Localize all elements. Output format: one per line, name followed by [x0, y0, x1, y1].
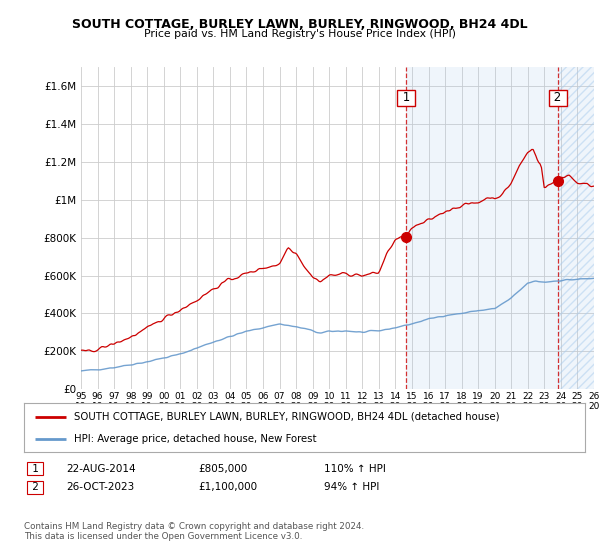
- Bar: [558, 67, 594, 389]
- Text: 1: 1: [29, 464, 42, 474]
- Bar: [558, 67, 594, 389]
- Text: SOUTH COTTAGE, BURLEY LAWN, BURLEY, RINGWOOD, BH24 4DL: SOUTH COTTAGE, BURLEY LAWN, BURLEY, RING…: [72, 18, 528, 31]
- Text: 110% ↑ HPI: 110% ↑ HPI: [324, 464, 386, 474]
- Text: 2: 2: [29, 482, 42, 492]
- Text: 2: 2: [550, 91, 565, 104]
- Text: 94% ↑ HPI: 94% ↑ HPI: [324, 482, 379, 492]
- Text: Contains HM Land Registry data © Crown copyright and database right 2024.
This d: Contains HM Land Registry data © Crown c…: [24, 522, 364, 542]
- Bar: [406, 67, 594, 389]
- Text: 22-AUG-2014: 22-AUG-2014: [66, 464, 136, 474]
- Text: HPI: Average price, detached house, New Forest: HPI: Average price, detached house, New …: [74, 434, 317, 444]
- Text: SOUTH COTTAGE, BURLEY LAWN, BURLEY, RINGWOOD, BH24 4DL (detached house): SOUTH COTTAGE, BURLEY LAWN, BURLEY, RING…: [74, 412, 500, 422]
- Text: £805,000: £805,000: [198, 464, 247, 474]
- Text: 26-OCT-2023: 26-OCT-2023: [66, 482, 134, 492]
- Text: Price paid vs. HM Land Registry's House Price Index (HPI): Price paid vs. HM Land Registry's House …: [144, 29, 456, 39]
- Text: 1: 1: [398, 91, 413, 104]
- Text: £1,100,000: £1,100,000: [198, 482, 257, 492]
